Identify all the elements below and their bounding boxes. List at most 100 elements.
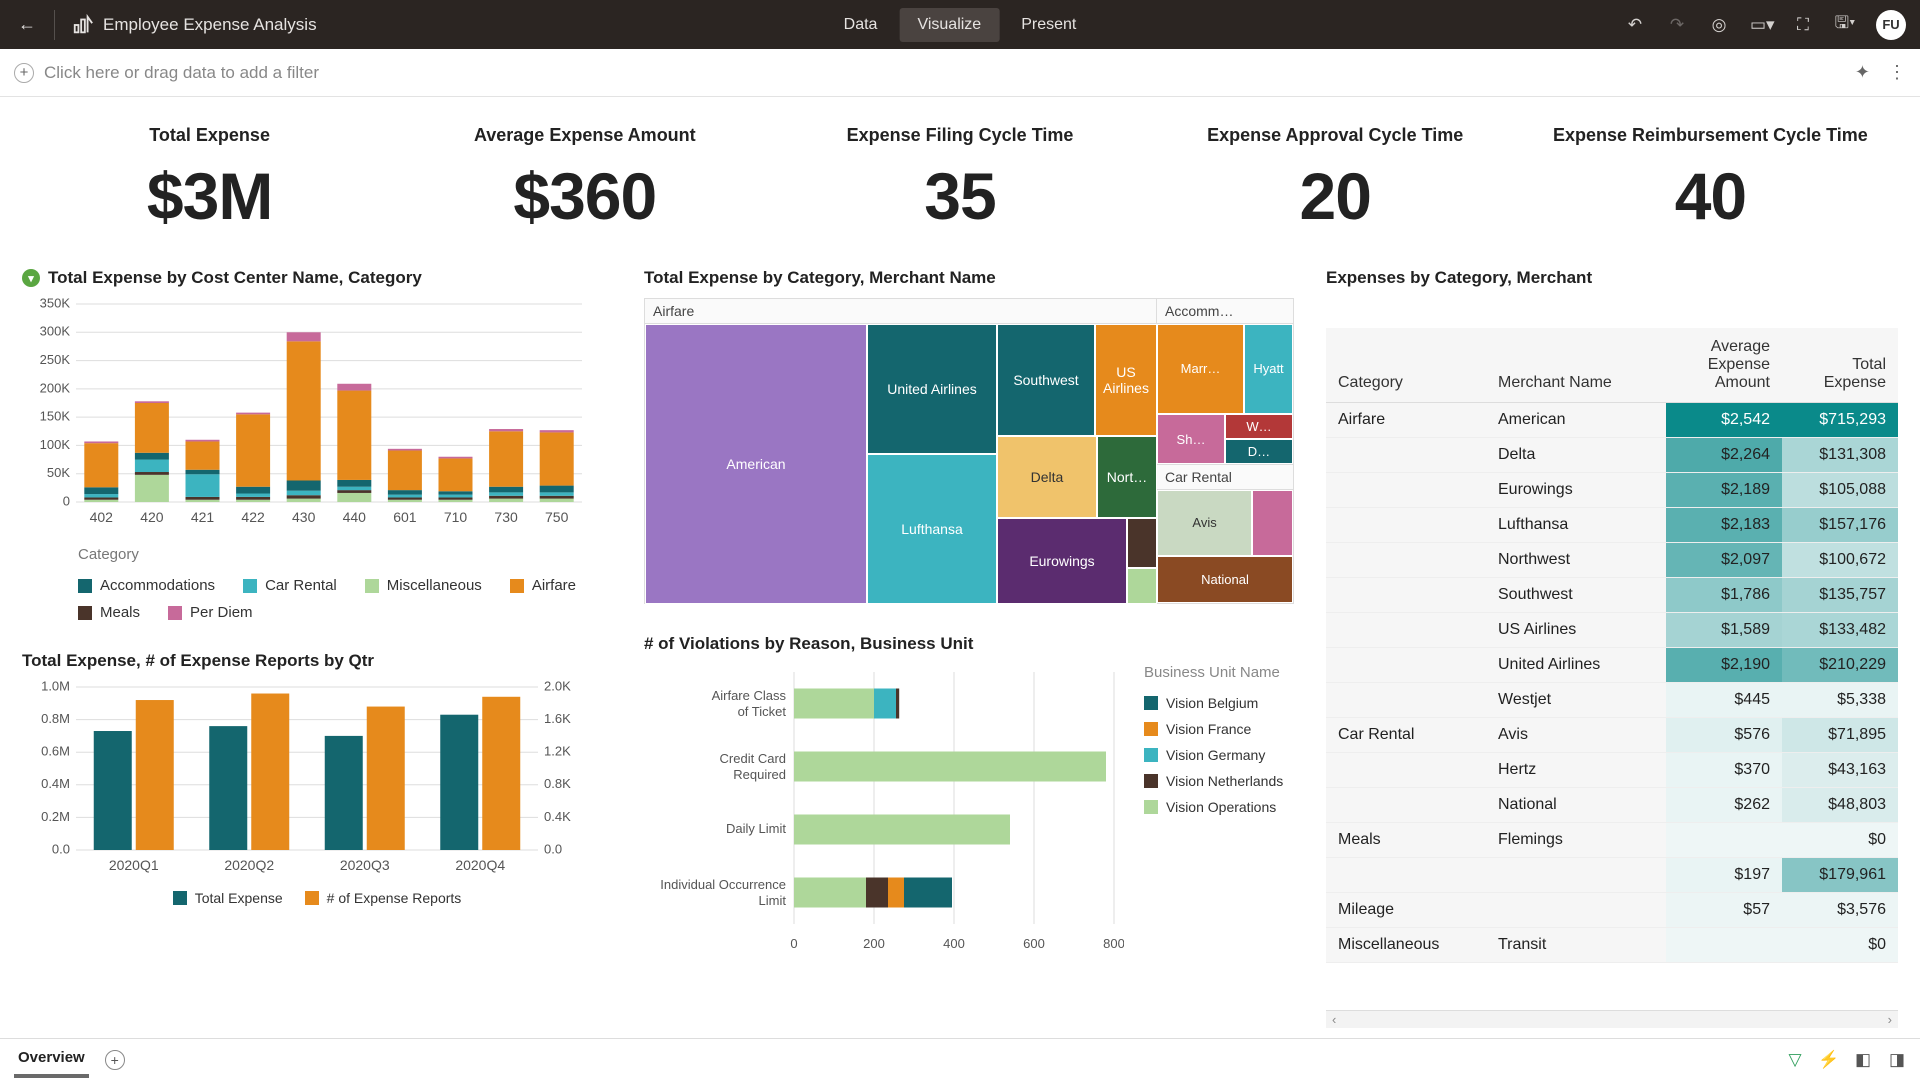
nav-visualize[interactable]: Visualize [899,8,999,42]
save-icon[interactable]: 🖫▾ [1834,10,1856,39]
nav-data[interactable]: Data [826,8,896,42]
viz-cost-center[interactable]: ▾ Total Expense by Cost Center Name, Cat… [22,268,612,621]
legend-item[interactable]: Vision Netherlands [1144,773,1294,789]
viz-by-qtr[interactable]: Total Expense, # of Expense Reports by Q… [22,651,612,906]
table-row[interactable]: Lufthansa$2,183$157,176 [1326,508,1898,543]
treemap-cell[interactable]: W… [1225,414,1293,439]
svg-text:800: 800 [1103,936,1124,951]
viz-violations[interactable]: # of Violations by Reason, Business Unit… [644,634,1294,954]
treemap-cell[interactable] [1127,518,1157,568]
stacked-hbar-chart[interactable]: 0200400600800Airfare Classof TicketCredi… [644,664,1124,954]
treemap-cell[interactable]: Hyatt [1244,324,1293,414]
canvas-menu-icon[interactable]: ⋮ [1888,62,1906,83]
table-row[interactable]: Hertz$370$43,163 [1326,753,1898,788]
undo-icon[interactable]: ↶ [1624,15,1646,35]
legend-item[interactable]: Vision Operations [1144,799,1294,815]
redo-icon[interactable]: ↷ [1666,15,1688,35]
grouped-bar-chart[interactable]: 0.00.00.2M0.4K0.4M0.8K0.6M1.2K0.8M1.6K1.… [22,681,592,876]
status-ok-icon[interactable]: ▽ [1786,1051,1804,1069]
treemap-cell[interactable]: US Airlines [1095,324,1157,436]
treemap-cell[interactable]: National [1157,556,1293,603]
table-row[interactable]: Car RentalAvis$576$71,895 [1326,718,1898,753]
legend-item[interactable]: Miscellaneous [365,577,482,594]
table-row[interactable]: United Airlines$2,190$210,229 [1326,648,1898,683]
legend-item[interactable]: Car Rental [243,577,337,594]
treemap-cell[interactable]: United Airlines [867,324,997,454]
table-row[interactable]: Eurowings$2,189$105,088 [1326,473,1898,508]
table-row[interactable]: Mileage$57$3,576 [1326,893,1898,928]
treemap-cell[interactable]: Southwest [997,324,1095,436]
table-row[interactable]: MiscellaneousTransit$0 [1326,928,1898,963]
table-row[interactable]: US Airlines$1,589$133,482 [1326,613,1898,648]
kpi-label: Total Expense [22,125,397,146]
legend-item[interactable]: Meals [78,604,140,621]
comment-icon[interactable]: ▭▾ [1750,15,1772,35]
legend-item[interactable]: Airfare [510,577,576,594]
perf-icon[interactable]: ⚡ [1820,1051,1838,1069]
table-row[interactable]: Northwest$2,097$100,672 [1326,543,1898,578]
kpi-tile[interactable]: Total Expense $3M [22,125,397,234]
kpi-value: $360 [397,158,772,234]
legend-item[interactable]: Vision Belgium [1144,695,1294,711]
table-row[interactable]: National$262$48,803 [1326,788,1898,823]
table-row[interactable]: Southwest$1,786$135,757 [1326,578,1898,613]
treemap-cell[interactable]: Marr… [1157,324,1244,414]
legend-item[interactable]: Vision France [1144,721,1294,737]
scroll-right-icon[interactable]: › [1888,1012,1892,1027]
column-header[interactable]: Merchant Name [1486,328,1666,403]
treemap-cell[interactable]: American [645,324,867,604]
user-avatar[interactable]: FU [1876,10,1906,40]
project-title: Employee Expense Analysis [103,15,317,35]
kpi-tile[interactable]: Expense Approval Cycle Time 20 [1148,125,1523,234]
viz-title: Total Expense by Category, Merchant Name [644,268,1294,288]
table-h-scrollbar[interactable]: ‹› [1326,1010,1898,1028]
treemap-cell[interactable]: Lufthansa [867,454,997,604]
layout-right-icon[interactable]: ◨ [1888,1051,1906,1069]
svg-text:50K: 50K [47,465,70,480]
legend-item[interactable]: Per Diem [168,604,253,621]
scroll-left-icon[interactable]: ‹ [1332,1012,1336,1027]
auto-insight-icon[interactable]: ✦ [1855,62,1870,83]
treemap-cell[interactable]: Nort… [1097,436,1157,518]
add-filter-icon[interactable]: + [14,63,34,83]
viz-title: ▾ Total Expense by Cost Center Name, Cat… [22,268,612,288]
stacked-bar-chart[interactable]: 050K100K150K200K250K300K350K402420421422… [22,298,592,528]
svg-text:2020Q1: 2020Q1 [109,857,159,873]
treemap-cell[interactable]: Avis [1157,490,1252,555]
filter-placeholder[interactable]: Click here or drag data to add a filter [44,63,319,83]
kpi-tile[interactable]: Expense Reimbursement Cycle Time 40 [1523,125,1898,234]
table-row[interactable]: AirfareAmerican$2,542$715,293 [1326,403,1898,438]
filter-indicator-icon[interactable]: ▾ [22,269,40,287]
kpi-tile[interactable]: Average Expense Amount $360 [397,125,772,234]
legend-item[interactable]: Accommodations [78,577,215,594]
sheet-tab-overview[interactable]: Overview [14,1041,89,1078]
back-button[interactable]: ← [14,14,40,35]
column-header[interactable]: Average Expense Amount [1666,328,1782,403]
pivot-table[interactable]: CategoryMerchant NameAverage Expense Amo… [1326,328,1898,1028]
legend-item[interactable]: # of Expense Reports [305,890,462,906]
table-row[interactable]: MealsFlemings$0 [1326,823,1898,858]
treemap-cell[interactable]: D… [1225,439,1293,464]
treemap-cell[interactable]: Eurowings [997,518,1127,604]
treemap-cell[interactable] [1127,568,1157,604]
treemap[interactable]: AirfareAmericanUnited AirlinesLufthansaS… [644,298,1294,604]
svg-text:Required: Required [733,767,786,782]
col-right: Expenses by Category, Merchant CategoryM… [1326,268,1898,1028]
table-row[interactable]: Delta$2,264$131,308 [1326,438,1898,473]
layout-left-icon[interactable]: ◧ [1854,1051,1872,1069]
treemap-cell[interactable]: Delta [997,436,1097,518]
legend-item[interactable]: Vision Germany [1144,747,1294,763]
export-icon[interactable]: ⛶ [1792,15,1814,35]
column-header[interactable]: Total Expense [1782,328,1898,403]
preview-icon[interactable]: ◎ [1708,15,1730,35]
table-row[interactable]: $197$179,961 [1326,858,1898,893]
column-header[interactable]: Category [1326,328,1486,403]
add-sheet-button[interactable]: + [105,1050,125,1070]
nav-present[interactable]: Present [1003,8,1094,42]
viz-treemap[interactable]: Total Expense by Category, Merchant Name… [644,268,1294,604]
treemap-cell[interactable]: Sh… [1157,414,1225,464]
legend-item[interactable]: Total Expense [173,890,283,906]
treemap-cell[interactable] [1252,490,1293,555]
kpi-tile[interactable]: Expense Filing Cycle Time 35 [772,125,1147,234]
table-row[interactable]: Westjet$445$5,338 [1326,683,1898,718]
